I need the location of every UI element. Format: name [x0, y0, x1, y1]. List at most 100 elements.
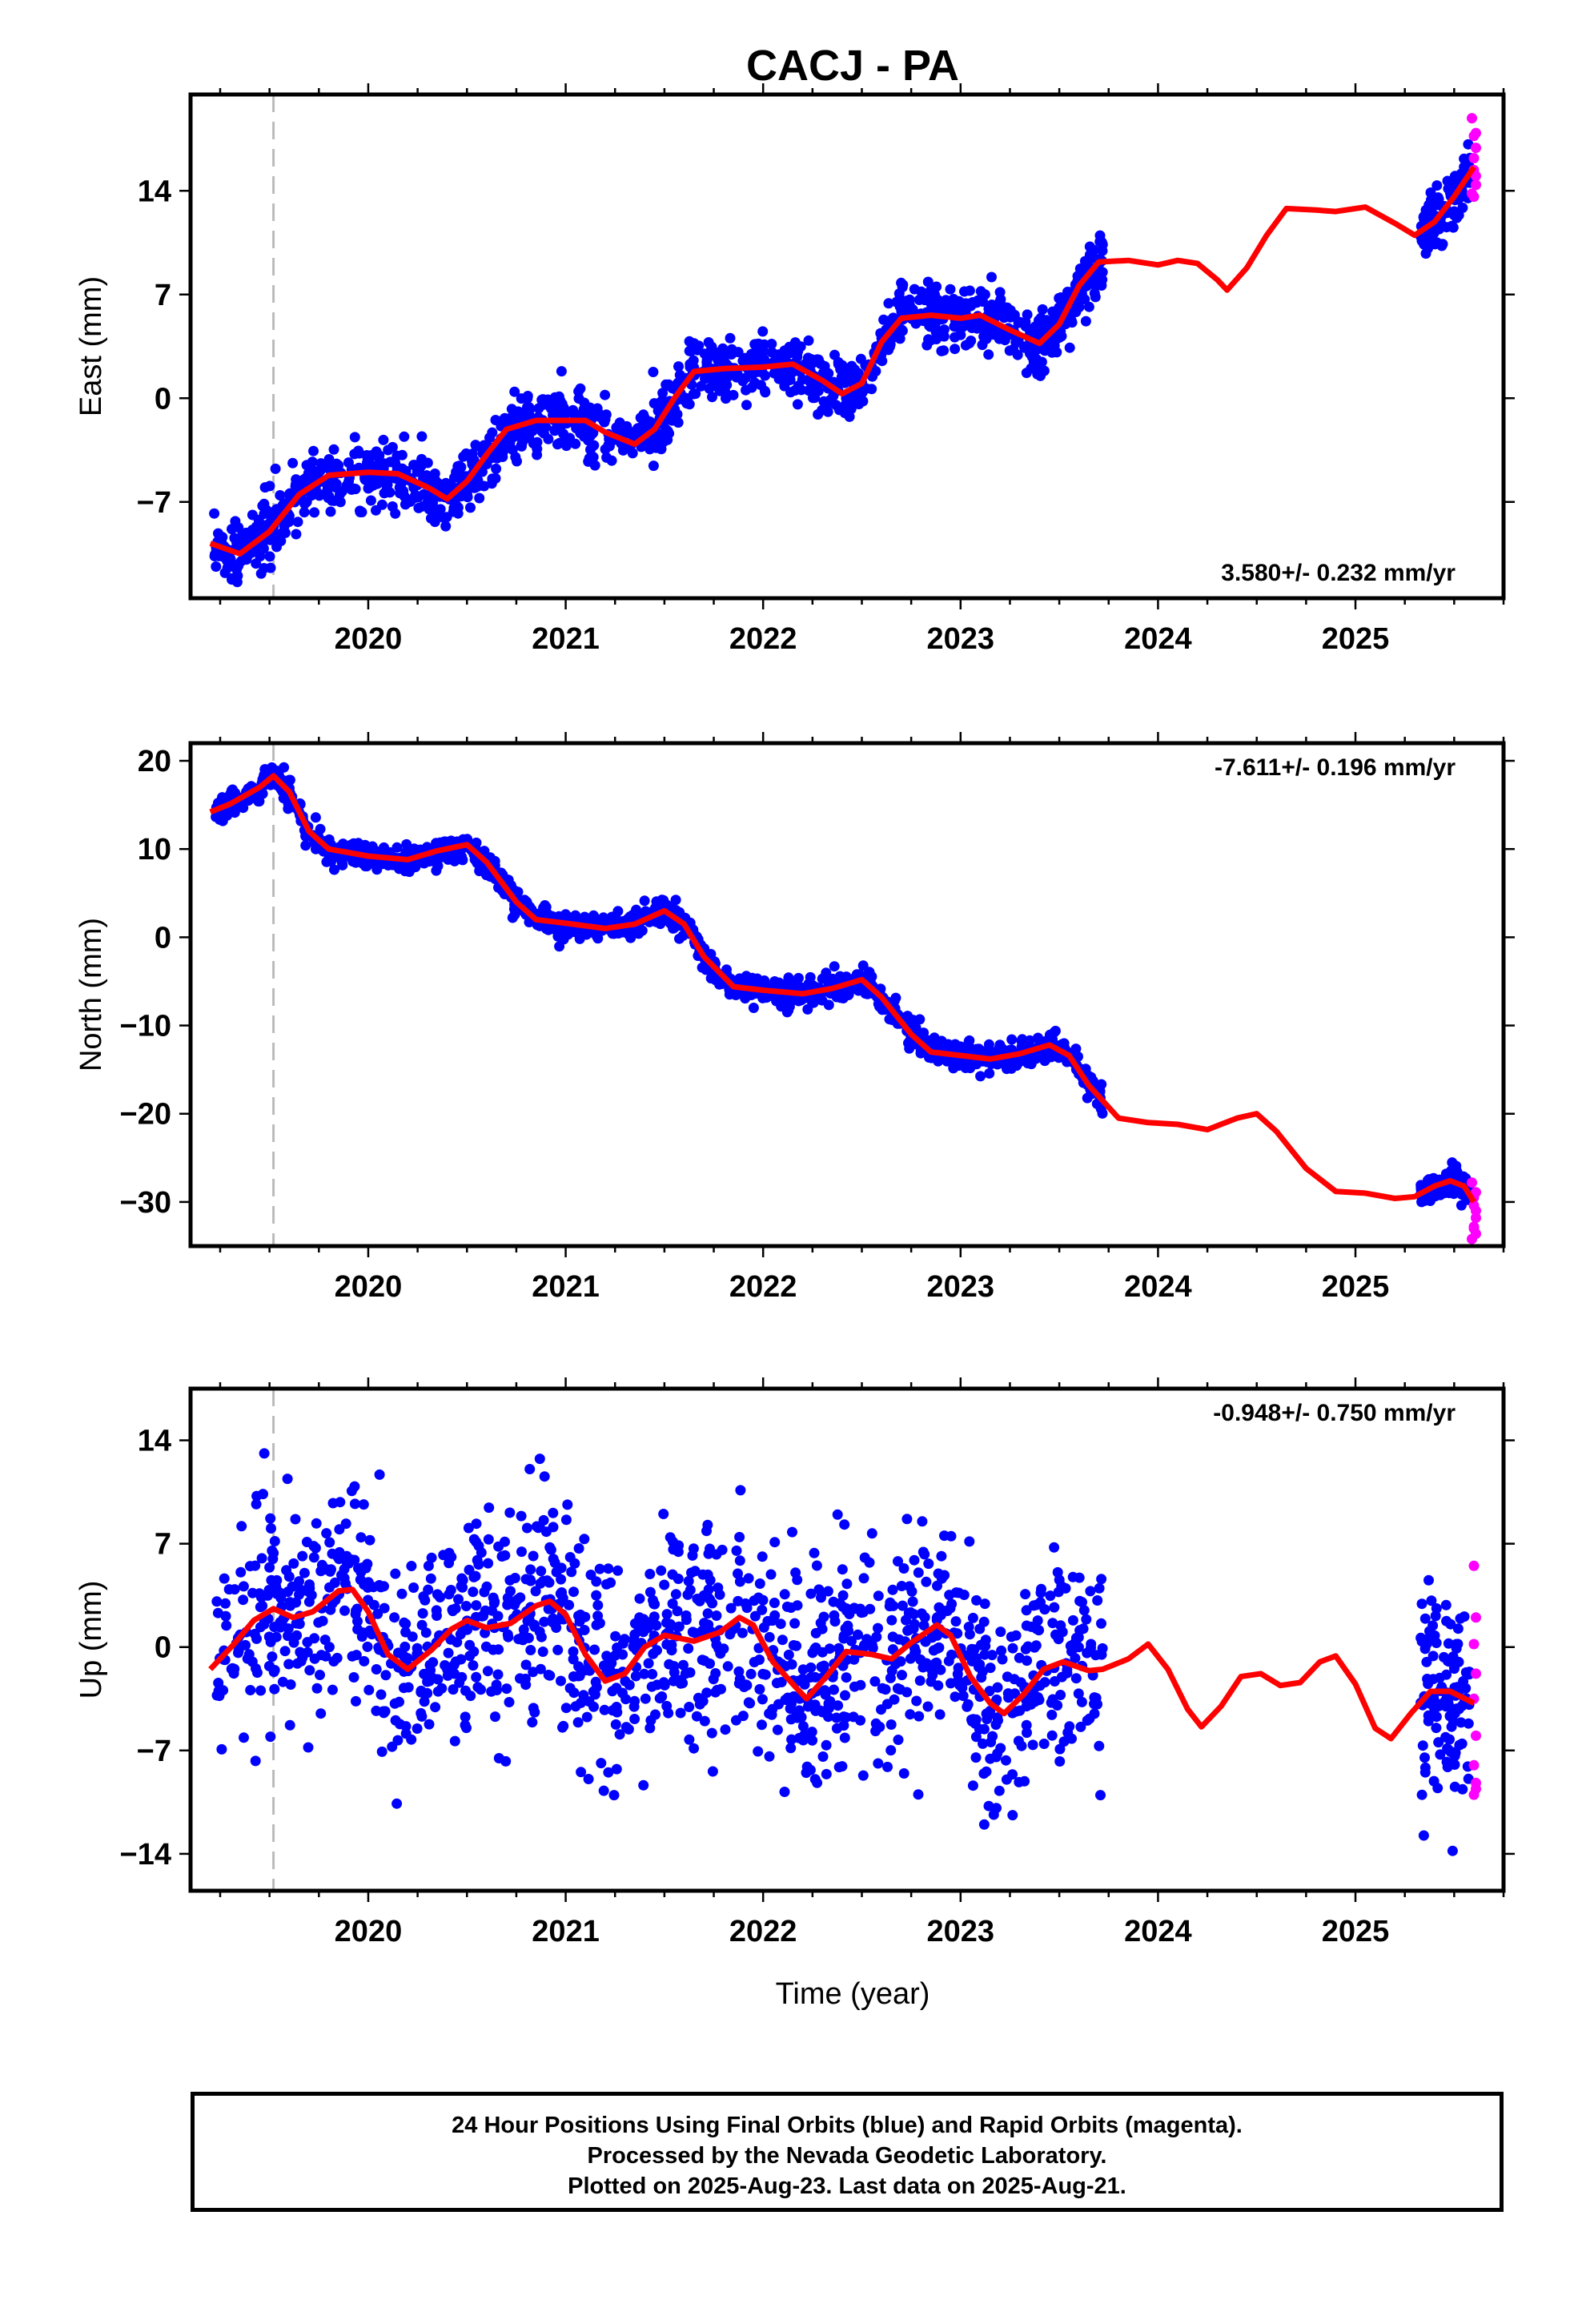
final-point: [921, 340, 933, 351]
final-point: [1047, 1618, 1058, 1629]
final-point: [651, 1620, 662, 1631]
final-point: [706, 1727, 717, 1739]
final-point: [966, 336, 977, 346]
final-point: [1457, 1783, 1468, 1795]
final-point: [359, 1579, 370, 1590]
final-point: [664, 1659, 675, 1670]
final-point: [408, 843, 420, 854]
final-point: [1431, 1723, 1442, 1734]
final-point: [757, 326, 769, 337]
final-point: [1447, 1157, 1458, 1168]
final-point: [917, 1516, 928, 1527]
final-point: [607, 1705, 618, 1716]
final-point: [692, 344, 703, 356]
final-point: [858, 1573, 869, 1584]
final-point: [611, 1763, 622, 1775]
final-point: [584, 428, 595, 439]
final-point: [400, 1618, 412, 1630]
final-point: [308, 1552, 319, 1563]
final-point: [933, 1680, 944, 1691]
final-point: [612, 1565, 624, 1576]
final-point: [1044, 344, 1055, 355]
final-point: [301, 1537, 312, 1547]
final-point: [297, 1550, 308, 1562]
final-point: [589, 1644, 600, 1655]
plot-area: [209, 94, 1481, 598]
final-point: [1024, 1035, 1035, 1046]
final-point: [284, 1719, 295, 1731]
final-point: [532, 444, 543, 455]
final-point: [648, 1648, 659, 1659]
final-point: [711, 1549, 722, 1560]
final-point: [390, 1568, 401, 1579]
final-point: [950, 344, 961, 355]
final-point: [506, 404, 517, 415]
final-point: [575, 1609, 586, 1620]
final-point: [300, 840, 311, 851]
final-point: [363, 450, 375, 461]
final-point: [299, 507, 310, 518]
final-point: [893, 1735, 904, 1745]
final-point: [291, 1618, 302, 1629]
final-point: [786, 1734, 797, 1745]
final-point: [964, 1536, 975, 1547]
final-point: [608, 1790, 620, 1801]
final-point: [251, 1498, 262, 1510]
final-point: [1078, 1605, 1090, 1616]
final-point: [644, 1569, 656, 1579]
final-point: [604, 1666, 616, 1676]
final-point: [264, 551, 275, 562]
final-point: [904, 1581, 915, 1592]
y-tick-label: −7: [137, 1735, 171, 1768]
final-point: [420, 1594, 431, 1606]
final-point: [639, 895, 650, 907]
final-point: [965, 1063, 976, 1074]
final-point: [816, 1661, 827, 1672]
final-point: [545, 1544, 556, 1555]
final-point: [279, 1646, 291, 1657]
final-point: [456, 1654, 467, 1665]
final-point: [491, 463, 502, 474]
final-point: [779, 1787, 790, 1797]
final-point: [584, 452, 595, 464]
final-point: [355, 1532, 367, 1543]
final-point: [975, 1071, 986, 1082]
final-point: [440, 521, 452, 532]
final-point: [905, 1709, 916, 1720]
final-point: [806, 1727, 817, 1738]
x-tick-label: 2022: [729, 1915, 797, 1948]
final-point: [931, 1657, 942, 1668]
final-point: [209, 508, 220, 519]
final-point: [654, 1693, 665, 1704]
rapid-point: [1467, 113, 1477, 124]
final-point: [422, 1676, 433, 1687]
final-point: [432, 1686, 444, 1697]
final-point: [516, 1510, 527, 1522]
final-point: [831, 1723, 842, 1734]
final-point: [897, 1670, 907, 1681]
final-point: [317, 1615, 328, 1626]
final-point: [518, 1624, 529, 1635]
final-point: [974, 1659, 986, 1670]
final-point: [801, 1761, 813, 1772]
final-point: [1416, 1196, 1427, 1208]
final-point: [1012, 349, 1023, 360]
final-point: [972, 295, 983, 306]
rapid-point: [1467, 1177, 1477, 1188]
final-point: [1444, 1734, 1455, 1745]
final-point: [1460, 1683, 1472, 1694]
final-point: [684, 1734, 695, 1745]
final-point: [384, 487, 396, 498]
final-point: [740, 1598, 751, 1609]
final-point: [346, 1486, 357, 1497]
final-point: [646, 1681, 657, 1692]
final-point: [816, 1592, 826, 1603]
final-point: [805, 354, 817, 365]
final-point: [603, 1563, 614, 1574]
final-point: [722, 1661, 733, 1672]
final-point: [923, 1558, 934, 1570]
final-point: [218, 1685, 229, 1696]
final-point: [1032, 1615, 1043, 1626]
final-point: [669, 1667, 680, 1678]
final-point: [588, 911, 600, 923]
